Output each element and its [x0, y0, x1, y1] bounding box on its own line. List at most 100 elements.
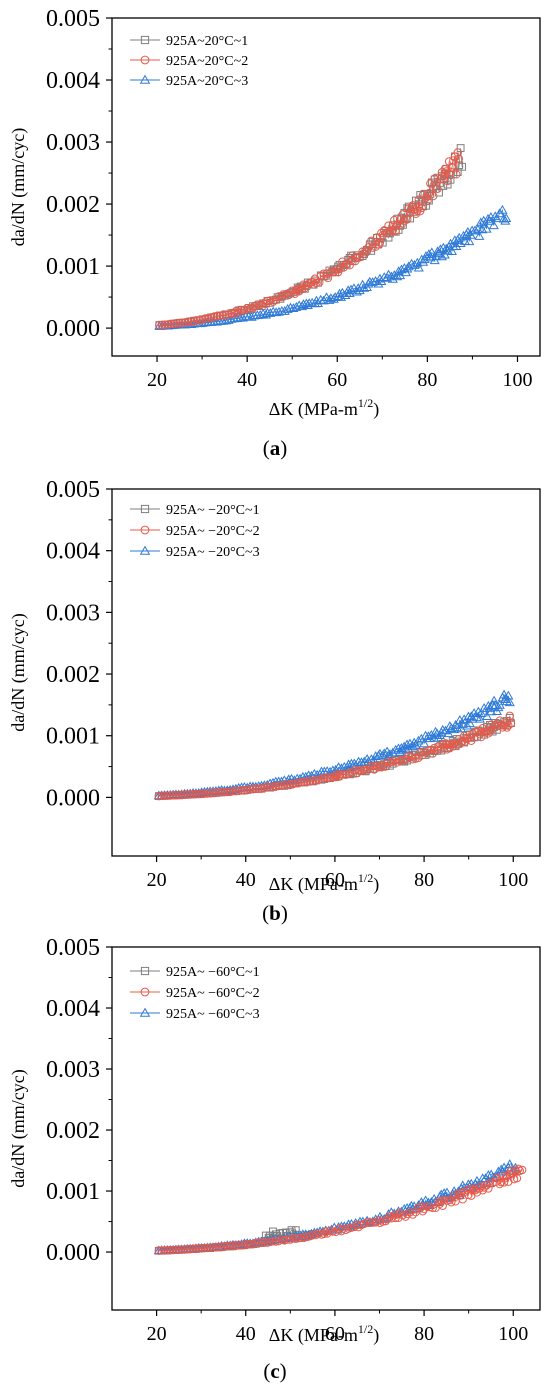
panel-a: 20 40 60 80 100 0.000 0.001 0.002 0.003 0.004 0.00…	[8, 6, 541, 460]
data-point	[283, 1235, 292, 1244]
x-axis-label: ΔK (MPa-m1/2)	[269, 871, 379, 895]
y-tick-label: 0.001	[46, 724, 100, 750]
data-point	[382, 1214, 392, 1224]
data-point	[335, 264, 344, 274]
data-point	[369, 755, 380, 765]
data-point	[350, 1217, 361, 1227]
legend: 925A~ −60°C~1 925A~ −60°C~2 925A~ −60°C~3	[130, 965, 260, 1022]
data-point	[438, 242, 449, 252]
data-point	[438, 1201, 447, 1210]
data-point	[442, 167, 451, 176]
legend-marker	[140, 987, 150, 997]
data-point	[221, 310, 230, 320]
x-tick-label: 60	[327, 369, 347, 391]
data-point	[379, 748, 390, 758]
data-point	[413, 262, 424, 272]
data-point	[416, 733, 427, 743]
y-tick-label: 0.002	[46, 1118, 100, 1144]
x-tick-label: 100	[498, 1323, 528, 1345]
data-point	[285, 302, 296, 312]
data-point	[461, 720, 473, 730]
panel-c: 20 40 60 80 100 0.000 0.001 0.002 0.003 0.004 0.00…	[8, 935, 541, 1383]
data-point	[486, 706, 497, 716]
data-point	[240, 306, 249, 315]
x-tick-label: 100	[502, 369, 532, 391]
legend-label: 925A~20°C~1	[166, 34, 248, 49]
x-tick-label: 100	[498, 869, 528, 891]
data-point	[300, 777, 309, 787]
data-point	[384, 757, 393, 766]
data-point	[479, 703, 490, 712]
x-tick-label: 80	[414, 869, 434, 891]
data-point	[307, 297, 318, 307]
data-point	[294, 300, 305, 310]
data-point	[418, 190, 428, 199]
data-point	[503, 690, 514, 700]
panel-caption: (c)	[263, 1359, 286, 1383]
data-point	[514, 1164, 523, 1174]
legend-marker	[140, 55, 150, 65]
y-tick-label: 0.004	[46, 68, 100, 94]
legend-marker	[140, 525, 150, 535]
data-point	[446, 167, 455, 177]
data-point	[483, 1170, 494, 1179]
data-point	[432, 745, 442, 754]
data-point	[419, 738, 430, 748]
legend-label: 925A~ −20°C~1	[166, 503, 260, 518]
data-point	[478, 215, 489, 225]
data-point	[488, 220, 499, 230]
data-point	[485, 1178, 494, 1188]
series-line	[159, 152, 460, 326]
data-point	[377, 228, 386, 238]
data-point	[505, 711, 514, 720]
y-tick-label: 0.002	[46, 662, 100, 688]
plot-frame	[111, 946, 541, 1311]
data-point	[504, 721, 513, 730]
data-point	[331, 1227, 340, 1237]
data-point	[263, 782, 272, 792]
series-line	[158, 1162, 519, 1251]
data-point	[459, 714, 470, 724]
data-point	[298, 299, 309, 308]
legend-label: 925A~ −60°C~2	[166, 986, 260, 1001]
series-line	[159, 208, 507, 327]
data-point	[506, 719, 516, 728]
data-point	[359, 249, 369, 258]
x-tick-label: 80	[417, 369, 437, 391]
legend-marker	[139, 1007, 151, 1017]
data-point	[469, 708, 480, 718]
legend-marker	[139, 545, 151, 555]
data-point	[484, 729, 493, 738]
data-point	[481, 711, 493, 721]
legend-label: 925A~20°C~3	[166, 74, 248, 89]
data-point	[472, 1188, 482, 1197]
panel-b: 20 40 60 80 100 0.000 0.001 0.002 0.003 0.004 0.00…	[8, 477, 541, 925]
data-point	[230, 309, 239, 318]
data-point	[365, 762, 375, 771]
data-point	[417, 1202, 426, 1211]
legend-marker	[139, 74, 151, 84]
data-point	[413, 206, 422, 215]
y-axis-label: da/dN (mm/cyc)	[8, 128, 29, 246]
series-3	[153, 1159, 522, 1255]
data-point	[399, 1203, 410, 1213]
data-point	[477, 732, 486, 742]
legend-label: 925A~ −60°C~3	[166, 1007, 260, 1022]
data-point	[500, 215, 511, 225]
data-point	[322, 766, 333, 775]
data-point	[481, 223, 492, 233]
data-point	[425, 252, 436, 262]
legend-label: 925A~20°C~2	[166, 54, 248, 69]
data-point	[474, 713, 485, 723]
x-tick-label: 20	[147, 869, 167, 891]
series-2	[154, 711, 516, 801]
data-point	[406, 258, 417, 268]
data-point	[504, 697, 515, 707]
data-point	[426, 247, 437, 257]
data-point	[414, 753, 423, 762]
y-tick-label: 0.003	[46, 130, 100, 156]
panel-caption: (b)	[262, 901, 288, 925]
data-point	[420, 730, 431, 740]
legend-label: 925A~ −20°C~3	[166, 545, 260, 560]
data-point	[291, 1226, 300, 1235]
